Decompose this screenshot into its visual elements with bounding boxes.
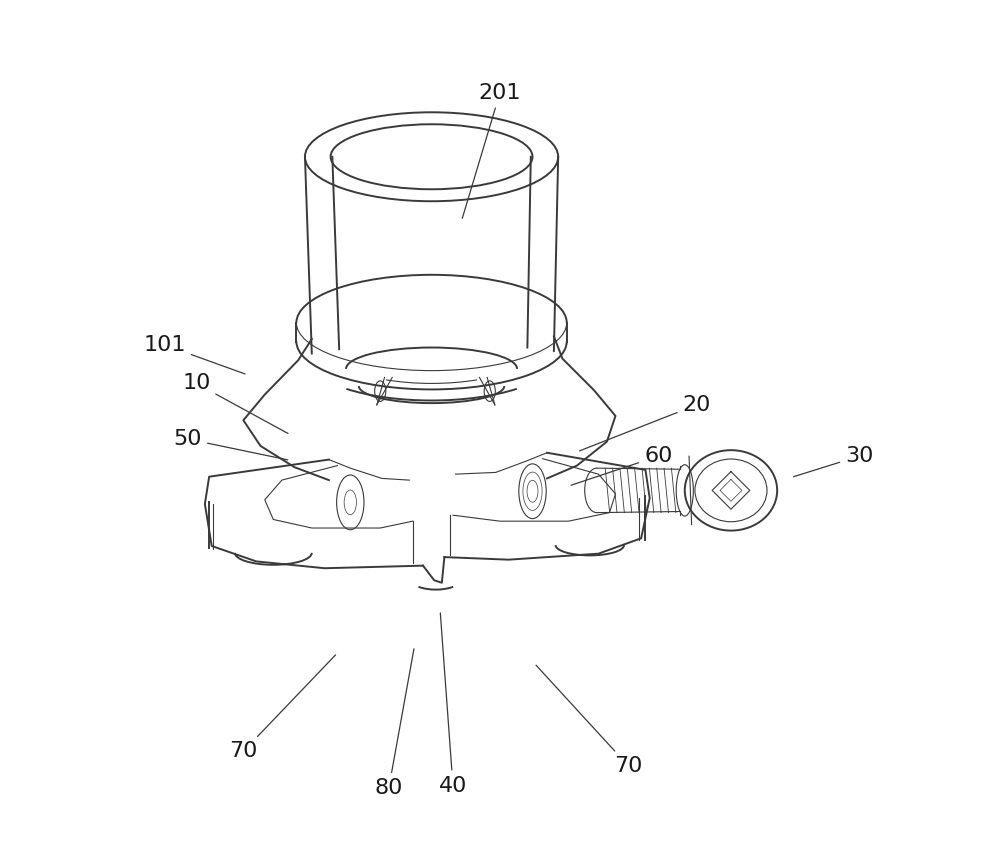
Text: 201: 201 bbox=[462, 83, 521, 218]
Text: 30: 30 bbox=[794, 446, 873, 477]
Text: 70: 70 bbox=[536, 666, 643, 776]
Text: 20: 20 bbox=[580, 395, 711, 451]
Text: 80: 80 bbox=[375, 649, 414, 798]
Text: 40: 40 bbox=[439, 613, 467, 796]
Text: 101: 101 bbox=[143, 335, 245, 374]
Text: 70: 70 bbox=[229, 655, 336, 761]
Text: 50: 50 bbox=[174, 429, 288, 460]
Text: 60: 60 bbox=[571, 446, 672, 486]
Text: 10: 10 bbox=[182, 374, 288, 433]
